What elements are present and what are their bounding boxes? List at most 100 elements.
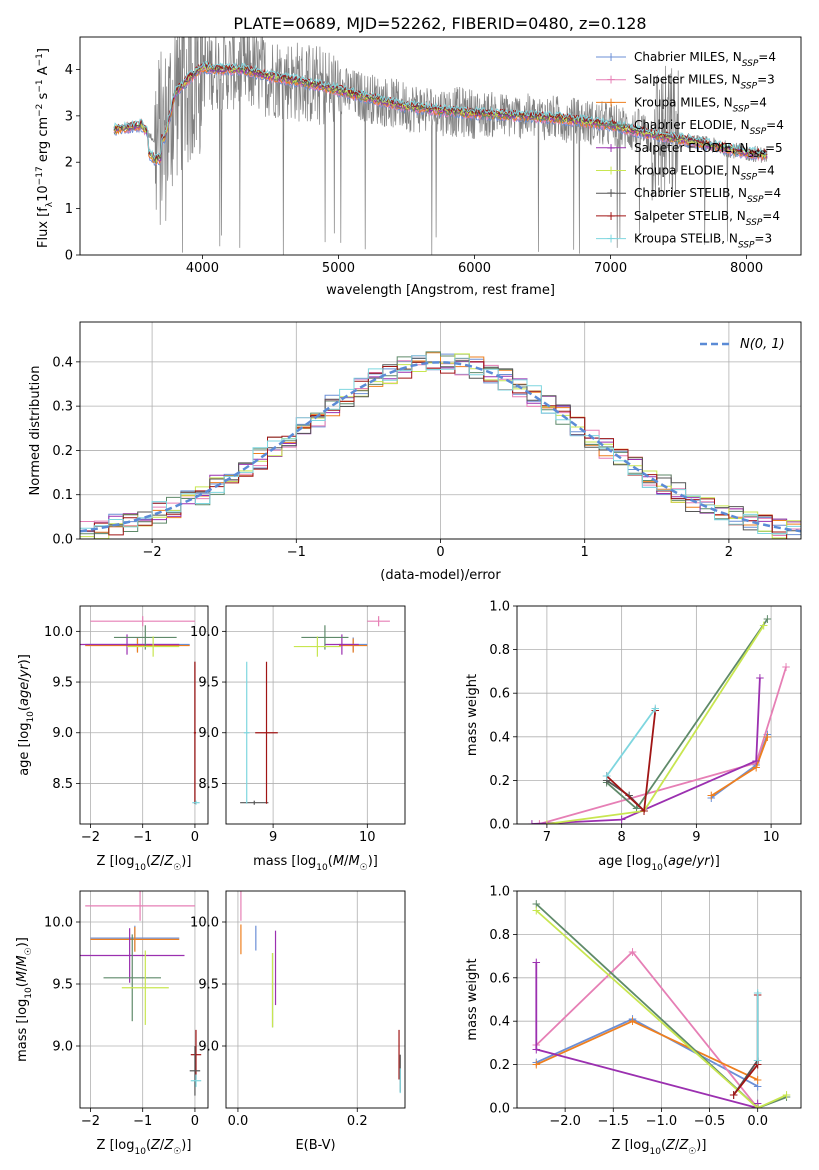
label-part: SSP [741,173,758,183]
y-tick-label: 0.8 [489,928,510,943]
x-tick-label: 7 [543,830,551,845]
axes-frame [79,890,209,1109]
label-part: SSP [741,82,758,92]
label-part: ☉ [173,1147,181,1157]
label-part: Z [150,854,161,869]
mw-vs-age-plot-area: +++++++++++++ ++++++++++++++ [527,612,791,831]
label-part: 10 [24,987,34,999]
mass-weight-marker: + [531,904,541,918]
mass-weight-marker: + [753,1101,763,1115]
x-tick-label: 4000 [186,261,219,276]
mass-weight-marker: + [759,619,769,633]
label-part: Salpeter MILES, N [634,73,741,87]
label-part: Z [log [97,1138,135,1153]
label-part: =4 [764,186,782,200]
label-part: −1 [35,53,45,66]
x-tick-label: 0.2 [347,1114,368,1129]
x-axis-label: Z [log10(Z/Z☉)] [97,854,192,873]
mass-weight-marker: + [751,754,761,768]
y-tick-label: 9.0 [198,726,219,741]
y-axis-label: mass [log10(M/M☉)] [15,937,34,1062]
legend-marker: + [606,209,616,223]
mass-weight-marker: + [542,817,552,831]
x-tick-label: −1 [133,830,152,845]
x-tick-label: 10 [359,830,376,845]
y-tick-label: 9.5 [198,676,219,691]
mass-weight-line [535,950,759,1108]
mass-weight-marker: + [706,791,716,805]
label-part: SSP [750,127,767,137]
label-part: erg cm [36,117,51,166]
legend: + Chabrier MILES, NSSP=4+ Salpeter MILES, … [596,50,784,251]
residual-histogram [80,358,801,539]
label-part: −1 [35,79,45,92]
mass-weight-marker: + [753,1097,763,1111]
mass-weight-marker: + [751,756,761,770]
mass-weight-marker: + [527,817,537,831]
x-tick-label: −2 [81,830,100,845]
axes-frame [516,890,802,1109]
mass-weight-marker: + [531,1055,541,1069]
legend-label: Kroupa STELIB, NSSP=3 [634,232,772,251]
mass-weight-marker: + [531,1058,541,1072]
label-part: / [160,1138,165,1153]
label-part: )] [696,1138,706,1153]
label-part: ( [661,1138,666,1153]
label-part: 10 [26,711,36,723]
label-part: ( [15,982,30,987]
label-part: ☉ [173,863,181,873]
label-part: age [668,854,692,869]
mass-weight-marker: + [602,773,612,787]
label-part: −17 [35,166,45,185]
legend-label: Kroupa MILES, NSSP=4 [634,95,767,114]
legend-marker: + [606,50,616,64]
label-part: / [160,854,165,869]
x-tick-label: 0.0 [747,1114,768,1129]
label-part: 10 [134,1147,146,1157]
x-axis-label: wavelength [Angstrom, rest frame] [326,283,555,298]
legend-label: Chabrier STELIB, NSSP=4 [634,186,781,205]
y-tick-label: 0.6 [489,971,510,986]
y-tick-label: 9.0 [52,1040,73,1055]
x-tick-label: 9 [269,830,277,845]
y-tick-label: 0.0 [489,1102,510,1117]
label-part: ☉ [360,863,368,873]
mass-weight-marker: + [531,1042,541,1056]
y-tick-label: 9.5 [198,978,219,993]
legend-label: Kroupa ELODIE, NSSP=4 [634,164,775,183]
x-axis-label: Z [log10(Z/Z☉)] [612,1138,707,1157]
mass-weight-line [606,710,657,813]
mass-weight-marker: + [632,802,642,816]
x-axis-label: E(B-V) [295,1138,335,1153]
mass-weight-marker: + [762,728,772,742]
mass-weight-marker: + [627,1014,637,1028]
label-part: M [15,955,30,966]
label-part: SSP [733,104,750,114]
x-tick-label: −2.0 [549,1114,581,1129]
label-part: ☉ [688,1147,696,1157]
y-tick-label: 9.5 [52,676,73,691]
label-part: age [log [17,723,32,776]
x-tick-label: −1 [133,1114,152,1129]
x-tick-label: 0 [191,830,199,845]
label-part: )] [368,854,378,869]
legend-label: Salpeter STELIB, NSSP=4 [634,209,780,228]
x-axis-label: mass [log10(M/M☉)] [253,854,378,873]
mass-weight-marker: + [753,1058,763,1072]
y-tick-label: 9.0 [52,726,73,741]
label-part: ( [663,854,668,869]
label-part: / [344,854,349,869]
residual-histogram [80,355,801,539]
label-part: Salpeter ELODIE, N [634,141,748,155]
x-tick-label: −2 [81,1114,100,1129]
y-tick-label: 0.3 [52,400,73,415]
label-part: )] [710,854,720,869]
x-tick-label: −1.5 [597,1114,629,1129]
x-tick-label: 7000 [594,261,627,276]
label-part: Z [163,1138,174,1153]
label-part: Z [665,1138,676,1153]
mass-vs-Z-panel: −2 −1 09.09.510.0Z [log10(Z/Z☉)]mass [log1… [15,890,209,1157]
label-part: Flux [f [36,207,51,248]
mass-weight-marker: + [751,760,761,774]
